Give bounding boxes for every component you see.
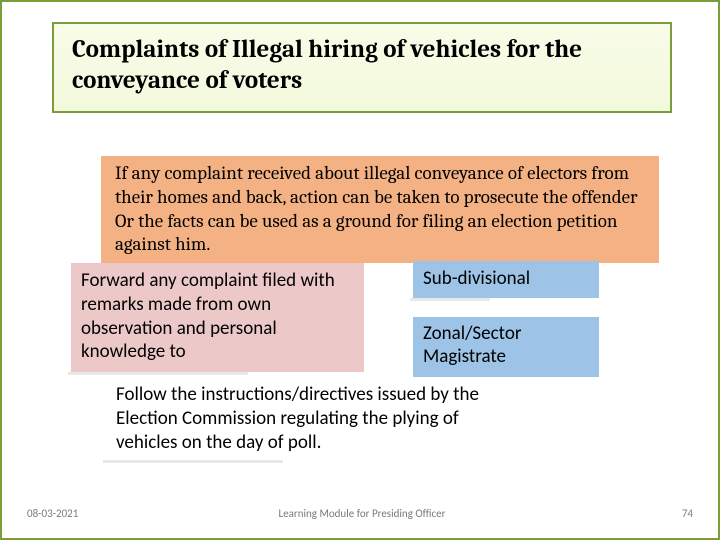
slide-title: Complaints of Illegal hiring of vehicles… <box>72 34 652 97</box>
zonal-magistrate-box: Zonal/Sector Magistrate <box>413 317 599 377</box>
complaint-info-box: If any complaint received about illegal … <box>101 156 659 263</box>
slide-container: Complaints of Illegal hiring of vehicles… <box>0 0 720 540</box>
subdivisional-box: Sub-divisional <box>413 261 599 298</box>
footer-page-number: 74 <box>682 507 693 520</box>
footer-module-title: Learning Module for Presiding Officer <box>2 507 720 520</box>
forward-instruction-box: Forward any complaint filed with remarks… <box>71 263 364 372</box>
title-box: Complaints of Illegal hiring of vehicles… <box>52 22 672 113</box>
follow-instructions-box: Follow the instructions/directives issue… <box>106 379 491 460</box>
